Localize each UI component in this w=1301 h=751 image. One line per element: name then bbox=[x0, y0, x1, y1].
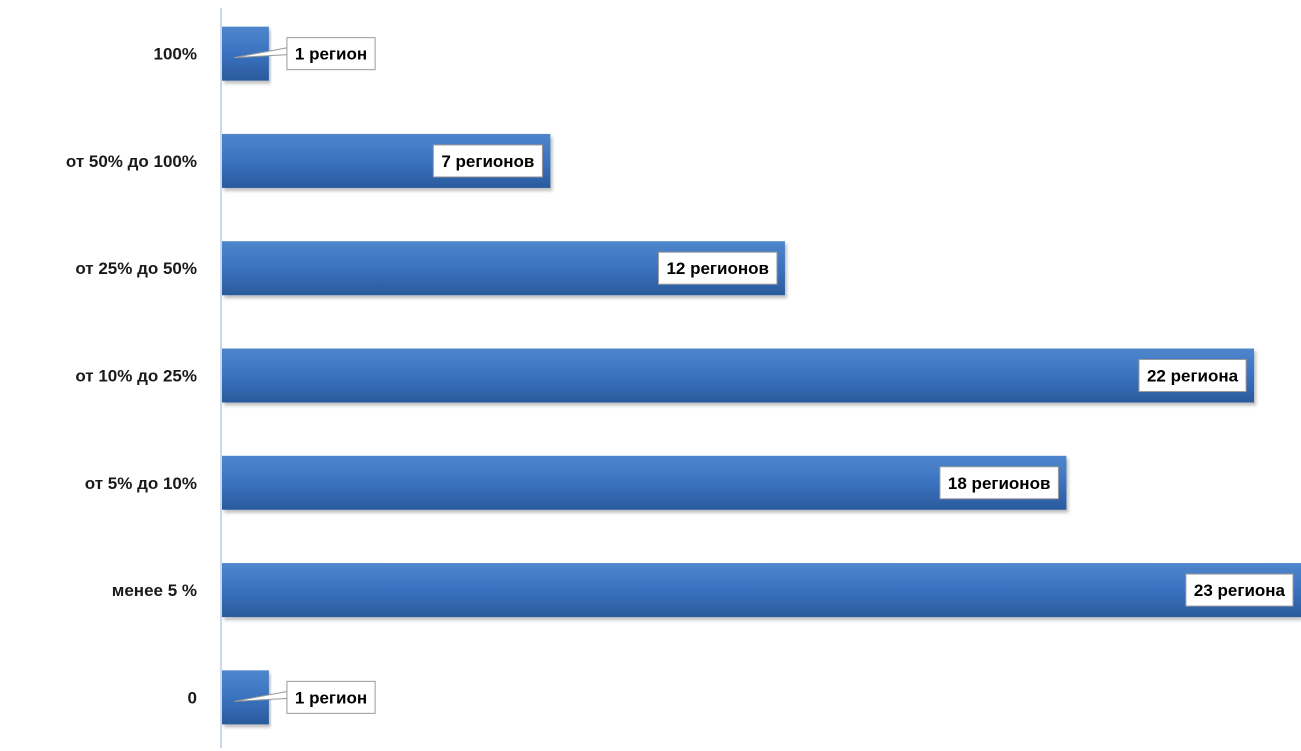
data-label-2: 12 регионов bbox=[666, 259, 769, 278]
category-label-4: от 5% до 10% bbox=[85, 474, 197, 493]
category-label-0: 100% bbox=[154, 45, 197, 64]
category-label-6: 0 bbox=[188, 688, 197, 707]
bar-5 bbox=[222, 563, 1301, 618]
data-label-6: 1 регион bbox=[295, 688, 367, 707]
category-label-2: от 25% до 50% bbox=[75, 259, 197, 278]
bar-4 bbox=[222, 455, 1067, 510]
data-label-1: 7 регионов bbox=[441, 152, 534, 171]
data-label-box-5 bbox=[1185, 573, 1294, 607]
data-label-box-3 bbox=[1138, 359, 1247, 392]
bar-3 bbox=[222, 348, 1255, 403]
category-label-1: от 50% до 100% bbox=[66, 152, 197, 171]
data-label-box-1 bbox=[432, 144, 543, 178]
category-label-3: от 10% до 25% bbox=[75, 367, 197, 386]
data-label-4: 18 регионов bbox=[948, 474, 1051, 493]
bars-layer bbox=[222, 26, 1301, 725]
data-label-box-0 bbox=[286, 37, 376, 71]
data-label-0: 1 регион bbox=[295, 45, 367, 64]
data-label-box-6 bbox=[286, 680, 376, 714]
labels-layer: 100% 1 регион от 50% до 100% 7 регионов от 2… bbox=[66, 37, 1294, 714]
category-label-5: менее 5 % bbox=[112, 581, 197, 600]
data-label-3: 22 региона bbox=[1147, 367, 1239, 386]
data-label-box-2 bbox=[657, 251, 778, 285]
data-label-5: 23 региона bbox=[1194, 581, 1286, 600]
data-label-box-4 bbox=[939, 466, 1059, 500]
